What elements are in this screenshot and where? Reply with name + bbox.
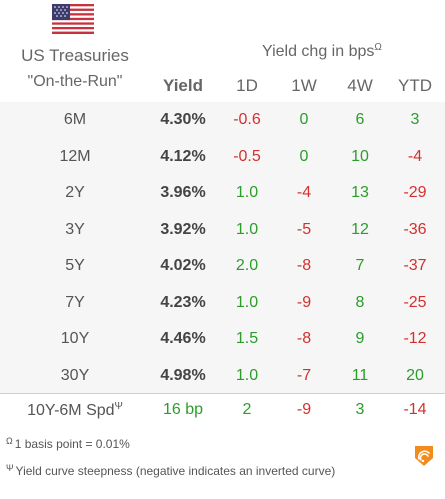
tenor-label: 3Y [65,220,85,238]
col-header-yield: Yield [163,76,203,95]
chg-1w: 0 [299,111,309,128]
col-header-4w: 4W [347,76,373,95]
table-row: 30Y 4.98% 1.0 -7 11 20 [0,358,445,395]
spread-row: 10Y-6M SpdΨ 16 bp 2 -9 3 -14 [0,394,445,428]
tenor-label: 12M [59,147,91,165]
chg-1w: -8 [296,330,312,347]
us-flag-icon [52,4,94,34]
table-row: 3Y 3.92% 1.0 -5 12 -36 [0,212,445,249]
table-row: 7Y 4.23% 1.0 -9 8 -25 [0,285,445,322]
footnote-marker: Ψ [114,401,123,412]
yield-value: 4.23% [160,293,206,311]
chg-4w: 11 [351,366,369,384]
chg-1d: 1.0 [235,293,259,311]
chg-1d: 1.0 [235,184,259,201]
chg-1d: 1.5 [235,330,259,347]
tenor-label: 7Y [65,293,85,311]
chg-ytd: 3 [410,111,420,128]
chg-1w: 0 [299,147,309,165]
yield-change-label: Yield chg in bps [262,43,375,60]
yield-value: 4.12% [160,147,206,165]
spread-value: 16 bp [162,401,204,418]
yield-change-header: Yield chg in bpsΩ [262,42,382,61]
chg-1d: 1.0 [235,366,259,384]
chg-1w: -9 [296,293,312,311]
chg-4w: 8 [355,293,365,311]
chg-4w: 6 [355,111,365,128]
footnote-text: Yield curve steepness (negative indicate… [15,464,336,478]
chg-ytd: 20 [406,366,424,384]
chg-1d: 2 [242,401,252,418]
tenor-label: 10Y [60,330,90,347]
table-row: 2Y 3.96% 1.0 -4 13 -29 [0,175,445,212]
footnote-text: 1 basis point = 0.01% [14,437,130,451]
chg-1w: -5 [296,220,312,238]
col-header-1w: 1W [291,76,317,95]
divider [0,393,445,394]
chg-1d: -0.6 [233,111,261,128]
chg-1d: -0.5 [233,147,261,165]
chg-1w: -9 [296,401,312,418]
chg-ytd: -37 [403,257,427,274]
footnote-marker: Ω [374,42,382,53]
footnote-marker: Ψ [6,463,14,473]
chg-ytd: -29 [403,184,427,201]
table-row: 10Y 4.46% 1.5 -8 9 -12 [0,321,445,358]
chg-ytd: -4 [407,147,423,165]
table-row: 5Y 4.02% 2.0 -8 7 -37 [0,248,445,285]
yield-value: 4.46% [160,330,206,347]
chg-1w: -7 [296,366,312,384]
spread-label-text: 10Y-6M Spd [27,402,115,419]
chg-ytd: -36 [403,220,427,238]
table-title: US Treasuries [21,46,129,65]
tenor-label: 2Y [65,184,85,201]
table-subtitle: "On-the-Run" [27,73,123,90]
chg-ytd: -12 [403,330,427,347]
yield-value: 3.92% [160,220,206,238]
tenor-label: 6M [63,111,87,128]
tenor-label: 30Y [60,366,90,384]
table-row: 12M 4.12% -0.5 0 10 -4 [0,139,445,176]
chg-1w: -4 [296,184,312,201]
chg-ytd: -14 [403,401,427,418]
chg-1d: 2.0 [235,257,259,274]
chg-4w: 9 [355,330,365,347]
footnote-spread: Ψ Yield curve steepness (negative indicat… [6,463,335,478]
col-header-1d: 1D [236,76,258,95]
chg-4w: 10 [351,147,369,165]
chg-ytd: -25 [403,293,427,311]
yield-value: 4.02% [160,257,206,274]
yield-value: 4.30% [160,111,206,128]
chg-1d: 1.0 [235,220,259,238]
table-row: 6M 4.30% -0.6 0 6 3 [0,102,445,139]
chg-4w: 13 [351,184,369,201]
chg-4w: 7 [355,257,365,274]
brand-logo-icon[interactable] [412,444,436,468]
yield-value: 4.98% [160,366,206,384]
chg-4w: 12 [351,220,369,238]
yield-value: 3.96% [160,184,206,201]
chg-4w: 3 [355,401,365,418]
chg-1w: -8 [296,257,312,274]
spread-label: 10Y-6M SpdΨ [6,401,144,420]
tenor-label: 5Y [65,257,85,274]
treasury-rows: 6M 4.30% -0.6 0 6 3 12M 4.12% -0.5 0 10 … [0,102,445,394]
col-header-ytd: YTD [398,76,432,95]
footnote-marker: Ω [6,436,13,446]
